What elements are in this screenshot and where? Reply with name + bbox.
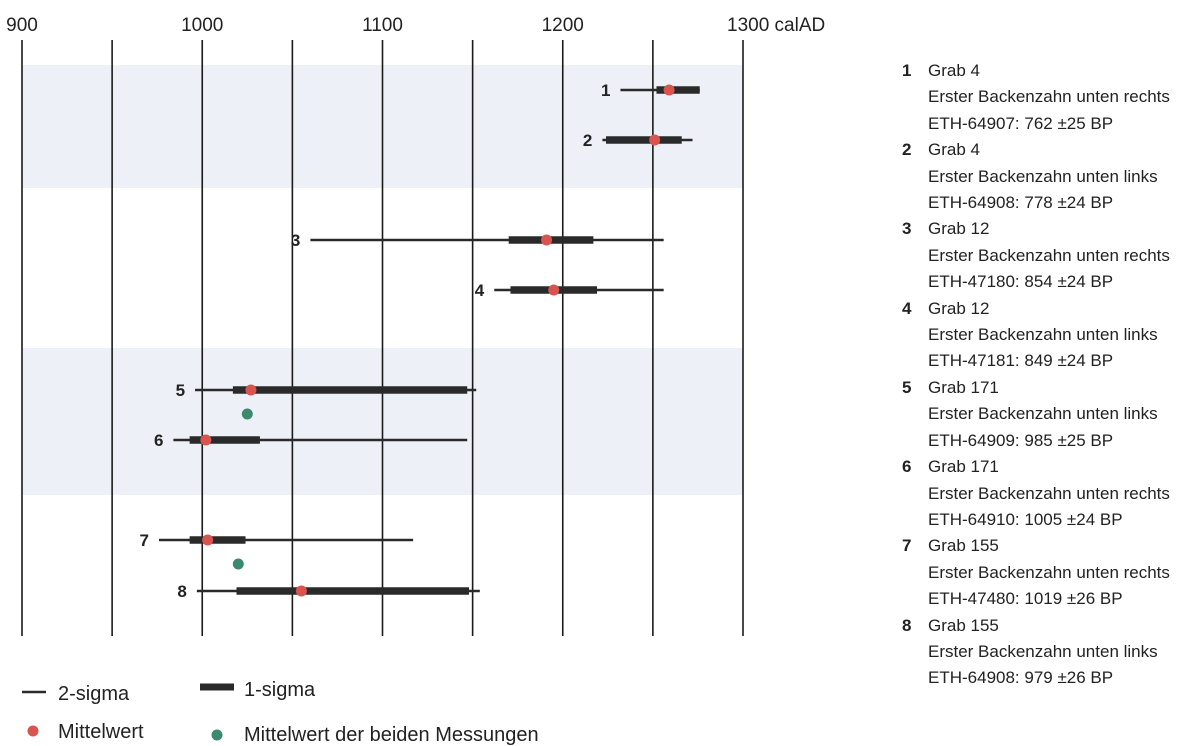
sample-grave: Grab 171 <box>928 377 999 397</box>
mean-point-2 <box>649 134 661 146</box>
x-tick-label-1000: 1000 <box>181 15 223 36</box>
sample-details: Grab 4 Erster Backenzahn unten rechts ETH-… <box>928 58 1192 137</box>
sample-lab-code: ETH-64910: 1005 ±24 BP <box>928 509 1123 529</box>
mean-point-3 <box>541 234 553 246</box>
row-label-1: 1 <box>601 81 610 100</box>
sample-description: Erster Backenzahn unten links <box>928 325 1158 345</box>
sample-number: 8 <box>902 615 912 635</box>
x-tick-label-1100: 1100 <box>362 15 403 36</box>
row-label-3: 3 <box>291 231 300 250</box>
combined-mean-point-5-6 <box>241 408 253 420</box>
sample-entry-6: 6 Grab 171 Erster Backenzahn unten rechts E… <box>902 454 1192 533</box>
sample-entry-2: 2 Grab 4 Erster Backenzahn unten links ETH-… <box>902 137 1192 216</box>
mean-point-6 <box>200 434 212 446</box>
mean-point-4 <box>548 284 560 296</box>
sample-number: 7 <box>902 536 912 556</box>
sample-description: Erster Backenzahn unten links <box>928 641 1158 661</box>
sample-description: Erster Backenzahn unten links <box>928 166 1158 186</box>
sample-number: 2 <box>902 140 912 160</box>
sample-grave: Grab 4 <box>928 140 980 160</box>
x-tick-label-900: 900 <box>6 15 38 36</box>
sample-grave: Grab 12 <box>928 298 990 318</box>
sample-details: Grab 4 Erster Backenzahn unten links ETH-6… <box>928 137 1192 216</box>
legend-combined-mean-swatch <box>211 729 223 741</box>
sample-description: Erster Backenzahn unten links <box>928 404 1158 424</box>
range-row-7: 7 <box>140 531 414 550</box>
legend-1sigma-label: 1-sigma <box>244 679 316 701</box>
radiocarbon-range-chart: 900 1000 1100 1200 1300 calAD 1 2 3 4 5 6 7 8 2-sig… <box>6 15 825 746</box>
sample-entry-3: 3 Grab 12 Erster Backenzahn unten rechts ET… <box>902 216 1192 295</box>
sample-description: Erster Backenzahn unten rechts <box>928 245 1170 265</box>
range-row-4: 4 <box>475 281 664 300</box>
mean-point-1 <box>663 84 675 96</box>
sample-number: 6 <box>902 457 912 477</box>
range-row-3: 3 <box>291 231 664 250</box>
sample-details: Grab 155 Erster Backenzahn unten rechts ET… <box>928 533 1192 612</box>
x-axis-tick-labels: 900 1000 1100 1200 1300 calAD <box>6 15 825 36</box>
row-label-5: 5 <box>176 381 185 400</box>
sample-lab-code: ETH-47181: 849 ±24 BP <box>928 351 1114 371</box>
sample-lab-code: ETH-64908: 778 ±24 BP <box>928 193 1114 213</box>
sample-grave: Grab 155 <box>928 536 999 556</box>
range-row-2: 2 <box>583 131 693 150</box>
mean-point-8 <box>295 585 307 597</box>
sample-details: Grab 171 Erster Backenzahn unten links ETH… <box>928 375 1192 454</box>
legend-2sigma-label: 2-sigma <box>58 683 130 705</box>
range-rows: 1 2 3 4 5 6 7 8 <box>140 81 700 601</box>
sample-lab-code: ETH-64908: 979 ±26 BP <box>928 668 1114 688</box>
range-row-8: 8 <box>177 582 480 601</box>
legend-combined-mean-label: Mittelwert der beiden Messungen <box>244 724 539 746</box>
row-label-4: 4 <box>475 281 485 300</box>
sample-lab-code: ETH-47480: 1019 ±26 BP <box>928 589 1123 609</box>
sample-entry-1: 1 Grab 4 Erster Backenzahn unten rechts ETH… <box>902 58 1192 137</box>
sample-entry-5: 5 Grab 171 Erster Backenzahn unten links ET… <box>902 375 1192 454</box>
x-tick-label-1300: 1300 calAD <box>727 15 825 36</box>
sample-details: Grab 171 Erster Backenzahn unten rechts ET… <box>928 454 1192 533</box>
row-label-7: 7 <box>140 531 149 550</box>
legend: 2-sigma 1-sigma Mittelwert Mittelwert de… <box>22 679 539 746</box>
sample-entry-7: 7 Grab 155 Erster Backenzahn unten rechts E… <box>902 533 1192 612</box>
x-tick-label-1200: 1200 <box>542 15 584 36</box>
mean-point-5 <box>245 384 257 396</box>
sample-lab-code: ETH-64907: 762 ±25 BP <box>928 113 1114 133</box>
row-label-8: 8 <box>177 582 186 601</box>
sample-description: Erster Backenzahn unten rechts <box>928 87 1170 107</box>
sample-list: 1 Grab 4 Erster Backenzahn unten rechts ETH… <box>902 58 1192 692</box>
sample-grave: Grab 12 <box>928 219 990 239</box>
sample-lab-code: ETH-47180: 854 ±24 BP <box>928 272 1114 292</box>
row-label-2: 2 <box>583 131 592 150</box>
sample-details: Grab 12 Erster Backenzahn unten links ETH-… <box>928 296 1192 375</box>
sample-lab-code: ETH-64909: 985 ±25 BP <box>928 430 1114 450</box>
sample-details: Grab 12 Erster Backenzahn unten rechts ETH… <box>928 216 1192 295</box>
mean-point-7 <box>202 534 214 546</box>
sample-number: 5 <box>902 377 912 397</box>
sample-description: Erster Backenzahn unten rechts <box>928 562 1170 582</box>
range-row-5: 5 <box>176 381 477 400</box>
sample-details: Grab 155 Erster Backenzahn unten links ETH… <box>928 613 1192 692</box>
sample-entry-8: 8 Grab 155 Erster Backenzahn unten links ET… <box>902 613 1192 692</box>
sample-grave: Grab 155 <box>928 615 999 635</box>
sample-grave: Grab 4 <box>928 61 980 80</box>
row-label-6: 6 <box>154 431 163 450</box>
sample-number: 3 <box>902 219 912 239</box>
legend-mean-label: Mittelwert <box>58 721 144 743</box>
sample-number: 4 <box>902 298 912 318</box>
sample-grave: Grab 171 <box>928 457 999 477</box>
range-row-1: 1 <box>601 81 700 100</box>
combined-mean-point-7-8 <box>232 558 244 570</box>
sample-entry-4: 4 Grab 12 Erster Backenzahn unten links ETH… <box>902 296 1192 375</box>
sample-description: Erster Backenzahn unten rechts <box>928 483 1170 503</box>
sample-number: 1 <box>902 61 912 80</box>
legend-mean-swatch <box>27 725 39 737</box>
range-row-6: 6 <box>154 431 468 450</box>
